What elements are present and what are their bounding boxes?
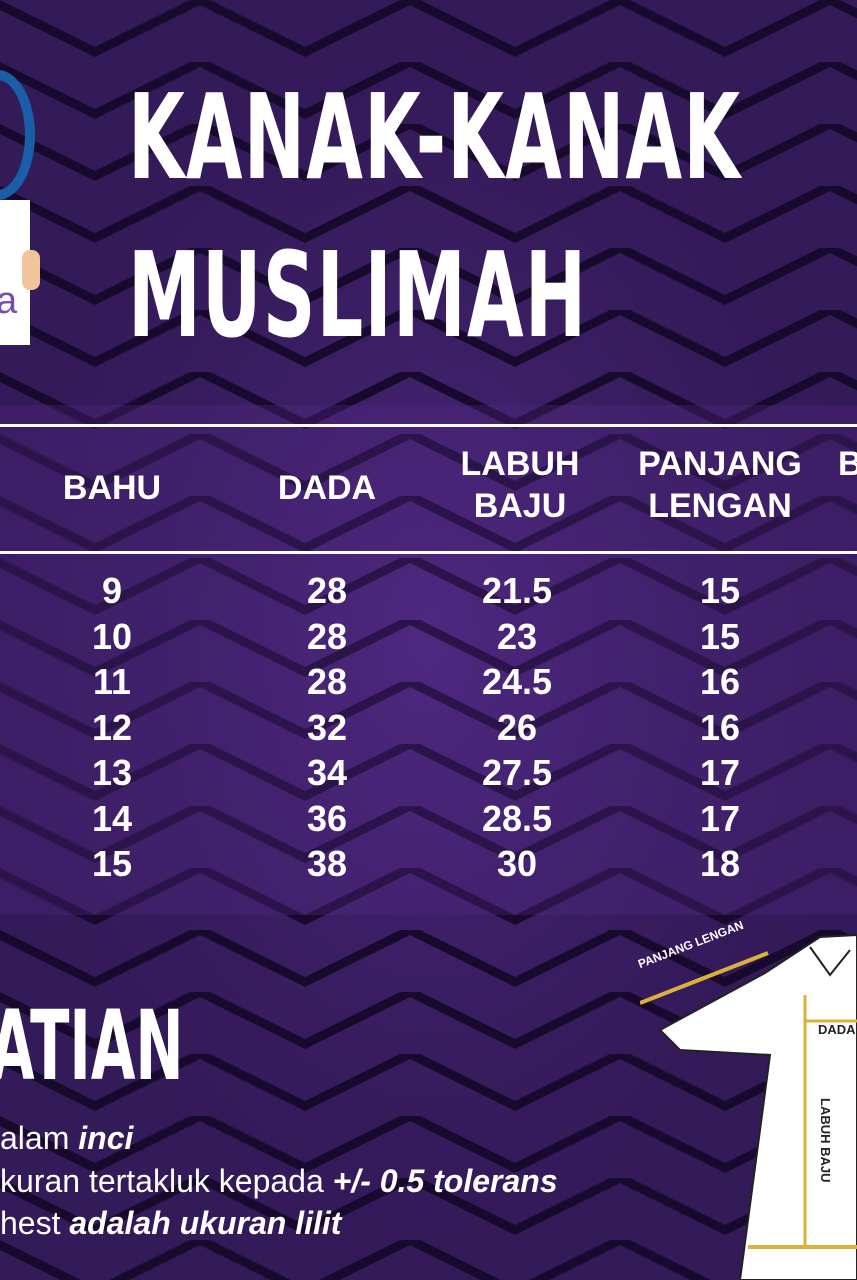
divider [0, 424, 857, 427]
table-cell: 28.5 [481, 797, 553, 839]
table-cell: 18 [699, 843, 741, 884]
table-cell: 15 [699, 570, 741, 611]
table-cell: 17 [699, 752, 741, 793]
table-cell: 23 [496, 615, 538, 657]
table-cell: 26 [496, 706, 538, 748]
table-cell: 16 [699, 706, 741, 748]
column-header-cut: B [838, 445, 857, 483]
table-cell: 9 [101, 570, 123, 611]
table-cell: 32 [306, 706, 348, 748]
table-cell: 24.5 [481, 661, 553, 702]
column-header-bahu: BAHU [62, 469, 162, 507]
table-cell: 15 [91, 843, 133, 884]
label-hem: BUKAAN [786, 1256, 838, 1270]
table-cell: 28 [306, 570, 348, 611]
table-cell: 27.5 [481, 752, 553, 793]
table-cell: 12 [91, 706, 133, 748]
note-item: alam inci [0, 1120, 134, 1156]
divider [0, 551, 857, 554]
table-cell: 10 [91, 615, 133, 657]
note-item: hest adalah ukuran lilit [0, 1205, 342, 1241]
column-header-dada: DADA [277, 469, 377, 507]
note-item: kuran tertakluk kepada +/- 0.5 tolerans [0, 1163, 558, 1199]
table-band [0, 405, 857, 915]
label-length: LABUH BAJU [818, 1098, 833, 1183]
dress-illustration [640, 933, 857, 1280]
page-title-line1: KANAK-KANAK [128, 68, 742, 206]
column-header-labuh-baju: LABUH BAJU [460, 445, 580, 525]
table-cell: 38 [306, 843, 348, 884]
table-cell: 36 [306, 797, 348, 839]
table-cell: 13 [91, 752, 133, 793]
table-cell: 34 [306, 752, 348, 793]
column-header-panjang-lengan: PANJANG LENGAN [638, 445, 802, 525]
table-cell: 28 [306, 615, 348, 657]
table-cell: 11 [92, 661, 132, 702]
table-cell: 30 [496, 843, 538, 884]
page-title-line2: MUSLIMAH [128, 226, 588, 364]
table-cell: 28 [306, 661, 348, 702]
notes-title: ATIAN [0, 990, 184, 1102]
table-cell: 17 [699, 797, 741, 839]
label-chest: DADA [818, 1022, 856, 1037]
table-cell: 16 [699, 661, 741, 702]
table-cell: 14 [91, 797, 133, 839]
table-cell: 21.5 [481, 570, 553, 611]
table-cell: 15 [699, 615, 741, 657]
